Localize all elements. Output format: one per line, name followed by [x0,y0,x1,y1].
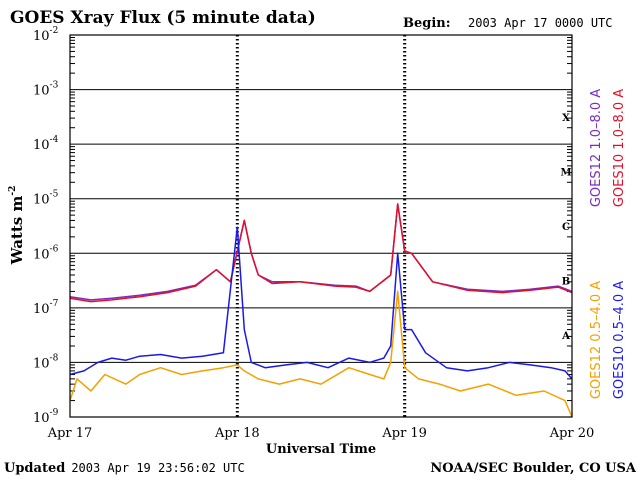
legend-label: GOES10 1.0–8.0 A [612,89,627,207]
series-line-1 [69,203,573,303]
grid-layer [70,35,572,417]
x-tick-label: Apr 20 [549,426,595,441]
legend-label: GOES12 1.0–8.0 A [589,89,604,207]
flare-class-label: X [562,113,570,124]
plot-frame [69,34,573,418]
legend-entry: GOES10 0.5–4.0 A [612,281,627,399]
legend: GOES12 1.0–8.0 A GOES10 1.0–8.0 A GOES12 0… [589,89,627,399]
y-tick-labels: 10-210-310-410-510-610-710-810-9 [33,26,59,426]
legend-label: GOES12 0.5–4.0 A [589,281,604,399]
y-tick-label: 10-9 [33,408,59,426]
series-line-2 [69,290,573,418]
y-tick-label: 10-5 [33,190,59,208]
y-tick-base: 10 [33,29,50,44]
flare-class-label: M [560,167,571,178]
y-tick-label: 10-2 [33,26,58,44]
legend-label: GOES10 0.5–4.0 A [612,281,627,399]
legend-entry: GOES12 0.5–4.0 A [589,281,604,399]
updated-value: 2003 Apr 19 23:56:02 UTC [71,461,244,475]
y-axis-label: Watts m-2 [8,186,26,266]
y-tick-base: 10 [33,247,50,262]
begin-value: 2003 Apr 17 0000 UTC [468,16,613,30]
x-tick-label: Apr 19 [381,426,427,441]
updated-label: Updated [4,461,65,476]
y-tick-exp: -2 [50,26,59,36]
y-tick-exp: -8 [50,353,59,363]
credit-text: NOAA/SEC Boulder, CO USA [430,461,637,476]
y-tick-exp: -9 [50,408,59,418]
y-tick-label: 10-6 [33,244,59,262]
y-tick-base: 10 [33,84,50,99]
y-tick-label: 10-4 [33,135,59,153]
x-axis-label: Universal Time [266,442,376,457]
y-axis-label-sup: -2 [8,186,18,196]
y-tick-base: 10 [33,411,50,426]
y-tick-exp: -3 [50,81,59,91]
x-tick-label: Apr 17 [47,426,93,441]
flare-class-labels: X M C B A [560,113,571,342]
y-tick-base: 10 [33,138,50,153]
flare-class-label: B [562,277,570,288]
y-tick-base: 10 [33,302,50,317]
x-tick-label: Apr 18 [214,426,260,441]
x-tick-labels: Apr 17 Apr 18 Apr 19 Apr 20 [47,426,595,441]
series-line-0 [69,203,573,301]
series-layer [69,203,573,418]
y-tick-exp: -5 [50,190,59,200]
y-tick-base: 10 [33,356,50,371]
series-line-3 [69,226,573,380]
legend-entry: GOES10 1.0–8.0 A [612,89,627,207]
flare-class-label: C [562,222,570,233]
y-tick-base: 10 [33,193,50,208]
chart-title: GOES Xray Flux (5 minute data) [10,8,316,28]
y-tick-label: 10-3 [33,81,59,99]
y-axis-label-text: Watts m [8,196,26,266]
begin-label: Begin: [403,16,451,31]
y-axis-label-group: Watts m-2 [8,186,26,266]
y-tick-exp: -7 [50,299,59,309]
y-tick-exp: -6 [50,244,59,254]
y-tick-exp: -4 [50,135,59,145]
y-tick-label: 10-8 [33,353,59,371]
updated-line: Updated 2003 Apr 19 23:56:02 UTC [4,461,245,476]
legend-entry: GOES12 1.0–8.0 A [589,89,604,207]
flare-class-label: A [561,331,570,342]
y-tick-label: 10-7 [33,299,59,317]
